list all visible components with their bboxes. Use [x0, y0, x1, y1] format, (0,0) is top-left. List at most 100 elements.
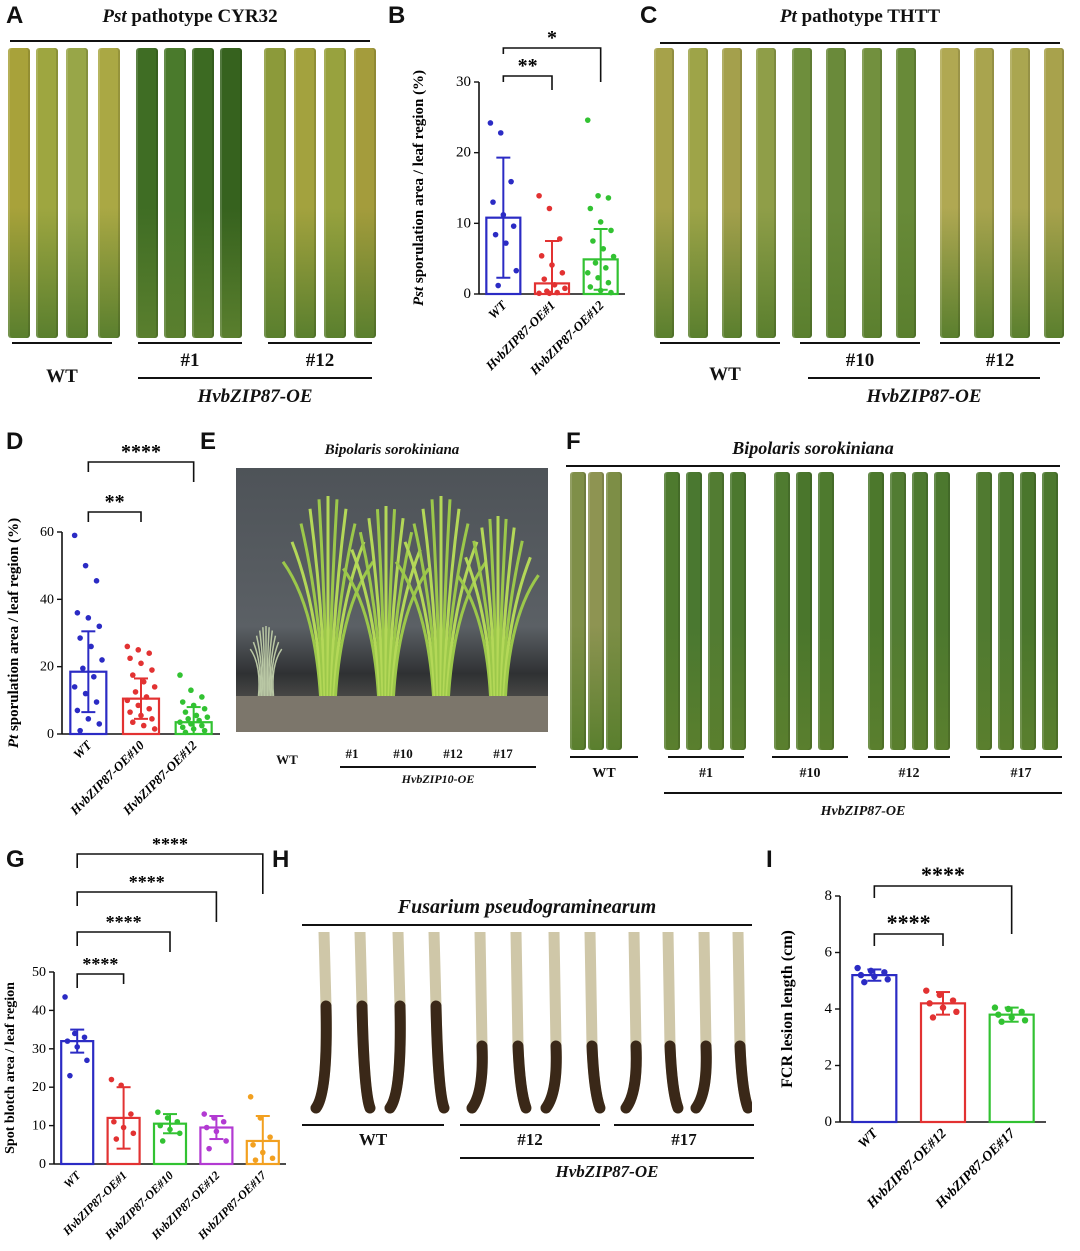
data-point: [590, 238, 596, 244]
panel-f-label-12: #12: [898, 766, 920, 781]
panel-a-label-12: #12: [305, 350, 335, 371]
data-point: [74, 707, 81, 714]
significance-label: ****: [887, 910, 931, 935]
leaf: [1010, 48, 1030, 338]
data-point: [610, 253, 617, 260]
data-point: [587, 284, 594, 290]
panel-a-line12-line: [268, 342, 372, 344]
leaf: [796, 472, 812, 750]
panel-label-a: A: [6, 2, 24, 29]
leaf: [1044, 48, 1064, 338]
data-point: [252, 1157, 259, 1163]
data-point: [584, 270, 591, 276]
panel-c-oe-line: [808, 377, 1040, 379]
panel-label-g: G: [6, 846, 25, 873]
data-point: [546, 205, 553, 212]
significance-bracket: [76, 853, 264, 894]
data-point: [595, 274, 601, 281]
data-point: [923, 987, 930, 994]
data-point: [176, 1130, 183, 1137]
panel-f-oe-label: HvbZIP87-OE: [820, 804, 906, 819]
leaf: [8, 48, 30, 338]
leaf: [974, 48, 994, 338]
category-label: WT: [61, 1168, 84, 1191]
data-point: [96, 623, 103, 630]
data-point: [857, 971, 865, 979]
stem-drawing: [310, 932, 752, 1114]
data-point: [597, 219, 604, 225]
data-point: [926, 1000, 933, 1007]
data-point: [132, 689, 139, 695]
panel-label-c: C: [640, 2, 658, 29]
panel-f-line1-line: [668, 756, 744, 758]
data-point: [559, 270, 566, 276]
leaf: [722, 48, 742, 338]
data-point: [71, 1030, 78, 1037]
data-point: [159, 1138, 166, 1144]
leaf: [66, 48, 88, 338]
leaf: [98, 48, 120, 338]
data-point: [1005, 1005, 1012, 1013]
leaf: [294, 48, 316, 338]
data-point: [487, 120, 494, 126]
category-label: WT: [856, 1125, 882, 1151]
data-point: [949, 997, 957, 1004]
data-point: [129, 672, 136, 678]
panel-c-title: Pt pathotype THTT: [779, 6, 941, 27]
y-tick-label: 10: [32, 1119, 46, 1134]
leaf: [688, 48, 708, 338]
significance-label: ****: [152, 834, 188, 854]
data-point: [199, 722, 205, 729]
significance-bracket: [87, 511, 142, 522]
panel-c-label-wt: WT: [709, 364, 741, 385]
significance-bracket: [76, 931, 171, 952]
data-point: [62, 994, 68, 1000]
y-axis-label: FCR lesion length (cm): [779, 930, 796, 1088]
panel-e-label-10: #10: [393, 746, 413, 761]
leaf: [192, 48, 214, 338]
data-point: [536, 192, 542, 199]
data-point: [82, 562, 89, 569]
y-axis-label: Pt sporulation area / leaf region (%): [6, 518, 22, 748]
data-point: [953, 1008, 960, 1016]
leaf: [686, 472, 702, 750]
data-point: [597, 287, 604, 294]
significance-label: ****: [121, 441, 161, 463]
significance-label: **: [518, 55, 538, 77]
y-tick-label: 8: [825, 888, 833, 904]
data-point: [85, 716, 92, 722]
leaf: [756, 48, 776, 338]
panel-label-d: D: [6, 428, 24, 455]
data-point: [77, 635, 83, 641]
leaf: [792, 48, 812, 338]
data-point: [608, 289, 614, 296]
data-point: [199, 694, 205, 700]
data-point: [538, 253, 545, 259]
data-point: [179, 724, 186, 731]
panel-f-leaf-photo: [562, 472, 1074, 750]
leaf: [976, 472, 992, 750]
data-point: [129, 719, 136, 726]
y-tick-label: 10: [456, 215, 471, 231]
panel-e-oe-line: [340, 766, 536, 768]
panel-f-title: Bipolaris sorokiniana: [732, 438, 894, 458]
panel-e-title: Bipolaris sorokiniana: [324, 442, 460, 458]
panel-a-leaf-photo: [6, 48, 384, 338]
significance-label: **: [105, 491, 125, 513]
panel-e-label-17: #17: [493, 746, 513, 761]
data-point: [146, 650, 153, 656]
significance-bracket: [87, 461, 195, 482]
leaf: [654, 48, 674, 338]
panel-h-oe-label: HvbZIP87-OE: [555, 1162, 659, 1181]
data-point: [257, 1115, 264, 1121]
data-point: [124, 643, 131, 650]
data-point: [939, 1004, 947, 1011]
leaf: [588, 472, 604, 750]
data-point: [595, 192, 601, 199]
data-point: [584, 117, 591, 123]
data-point: [164, 1115, 171, 1121]
leaf: [818, 472, 834, 750]
panel-h-label-17: #17: [671, 1130, 697, 1149]
y-axis-label: Pst sporulation area / leaf region (%): [411, 70, 427, 306]
